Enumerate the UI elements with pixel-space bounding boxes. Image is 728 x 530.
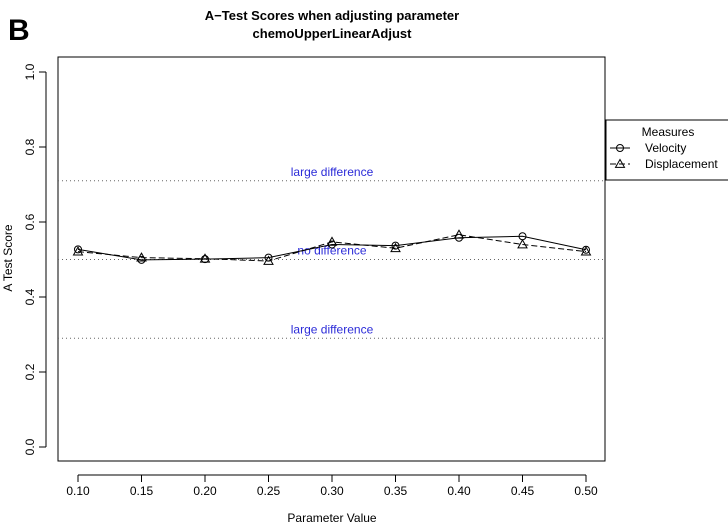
x-tick-label: 0.15 <box>130 484 154 498</box>
x-tick-label: 0.25 <box>257 484 281 498</box>
legend-label: Displacement <box>645 157 718 171</box>
triangle-marker <box>199 253 211 263</box>
triangle-marker <box>326 236 338 246</box>
triangle-marker <box>517 238 528 249</box>
x-tick-label: 0.10 <box>66 484 90 498</box>
series-displacement <box>72 229 592 265</box>
reference-line-label: large difference <box>291 322 374 336</box>
circle-marker <box>74 245 82 254</box>
x-tick-label: 0.35 <box>384 484 408 498</box>
y-axis-label: A Test Score <box>1 224 15 291</box>
x-tick-label: 0.20 <box>193 484 217 498</box>
x-tick-label: 0.50 <box>574 484 598 498</box>
x-tick-label: 0.45 <box>511 484 535 498</box>
y-tick-label: 0.0 <box>23 438 37 455</box>
y-tick-label: 1.0 <box>23 63 37 80</box>
panel-letter: B <box>8 14 30 47</box>
circle-marker <box>616 144 624 152</box>
legend-item-velocity: Velocity <box>610 141 686 155</box>
x-tick-label: 0.30 <box>320 484 344 498</box>
reference-line-label: large difference <box>291 165 374 179</box>
legend-item-displacement: Displacement <box>610 157 718 171</box>
x-axis: 0.10 0.15 0.20 0.25 0.30 0.35 0.40 0.45 0.50 <box>66 474 598 498</box>
series-layer <box>72 229 592 265</box>
triangle-marker <box>580 246 592 256</box>
y-tick-label: 0.8 <box>23 138 37 155</box>
triangle-marker <box>390 242 401 253</box>
y-tick-label: 0.4 <box>23 288 37 305</box>
legend-label: Velocity <box>645 141 686 155</box>
y-tick-label: 0.2 <box>23 363 37 380</box>
triangle-marker <box>263 255 274 265</box>
legend-title: Measures <box>642 125 695 139</box>
y-tick-label: 0.6 <box>23 213 37 230</box>
triangle-marker <box>136 252 147 262</box>
chart-title: A−Test Scores when adjusting parameter <box>205 8 459 23</box>
chart-subtitle: chemoUpperLinearAdjust <box>253 26 413 41</box>
triangle-marker <box>614 158 626 168</box>
x-tick-label: 0.40 <box>447 484 471 498</box>
series-line-velocity <box>77 235 587 261</box>
triangle-marker <box>72 246 84 256</box>
series-line-displacement <box>77 234 587 262</box>
circle-marker <box>391 241 400 250</box>
triangle-marker <box>453 229 465 239</box>
legend: Measures Velocity Displacement <box>605 119 728 181</box>
x-axis-label: Parameter Value <box>287 511 376 525</box>
legend-box <box>605 119 728 181</box>
y-axis: 0.0 0.2 0.4 0.6 0.8 1.0 <box>23 63 47 455</box>
